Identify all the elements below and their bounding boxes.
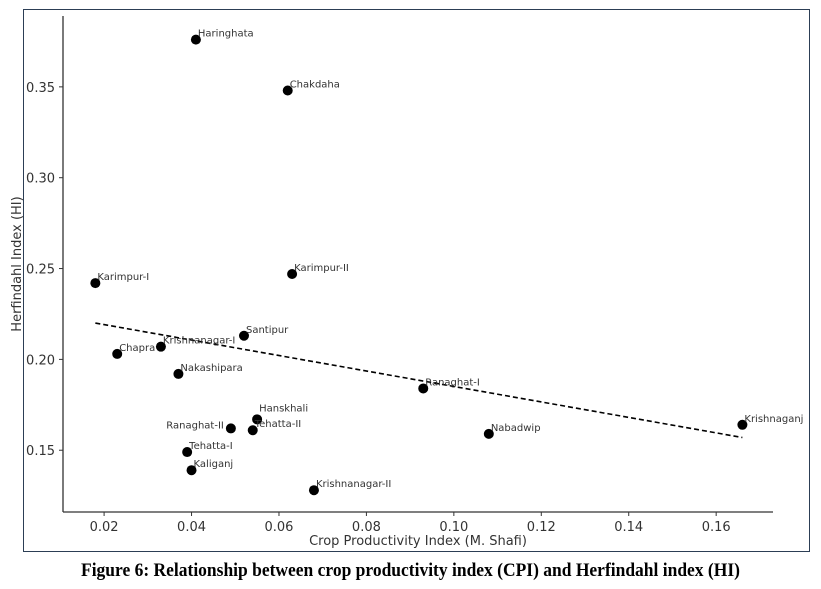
x-tick-label: 0.14 [614,520,643,535]
data-point [173,368,184,379]
data-point [190,34,201,45]
y-tick-label: 0.30 [26,172,55,187]
y-tick-label: 0.25 [26,263,55,278]
point-label: Tehatta-II [254,419,302,430]
data-point [155,341,166,352]
point-label: Krishnanagar-I [163,336,235,347]
point-label: Haringhata [198,29,254,40]
x-tick-label: 0.02 [90,520,119,535]
data-point [308,485,319,496]
point-label: Ranaghat-I [425,377,480,388]
data-point [252,414,263,425]
data-point [90,278,101,289]
data-point [483,428,494,439]
point-label: Nakashipara [180,363,242,374]
figure-caption: Figure 6: Relationship between crop prod… [81,560,740,581]
data-point [112,348,123,359]
data-point [182,447,193,458]
y-tick-label: 0.15 [26,444,55,459]
point-label: Chakdaha [290,79,340,90]
x-tick-label: 0.08 [352,520,381,535]
data-point [225,423,236,434]
data-point [186,465,197,476]
point-label: Kaliganj [194,459,234,470]
point-label: Tehatta-I [188,441,233,452]
point-label: Hanskhali [259,403,308,414]
data-point [282,85,293,96]
y-tick-label: 0.35 [26,81,55,96]
y-tick-label: 0.20 [26,353,55,368]
data-point [287,268,298,279]
x-tick-label: 0.12 [527,520,556,535]
point-label: Santipur [246,325,289,336]
point-label: Krishnanagar-II [316,479,391,490]
x-tick-label: 0.10 [439,520,468,535]
point-label: Karimpur-II [294,263,349,274]
y-axis-label: Herfindahl Index (HI) [10,196,25,331]
data-point [247,425,258,436]
data-point [238,330,249,341]
point-label: Karimpur-I [97,272,149,283]
figure-frame [23,9,810,552]
trend-line [95,322,743,439]
x-axis-label: Crop Productivity Index (M. Shafi) [309,534,527,549]
point-label: Chapra [119,343,155,354]
data-point [418,383,429,394]
x-tick-label: 0.06 [264,520,293,535]
point-label: Krishnaganj [744,414,803,425]
data-point [737,419,748,430]
x-tick-label: 0.16 [702,520,731,535]
point-label: Ranaghat-II [166,420,224,431]
point-label: Nabadwip [491,423,541,434]
x-tick-label: 0.04 [177,520,206,535]
